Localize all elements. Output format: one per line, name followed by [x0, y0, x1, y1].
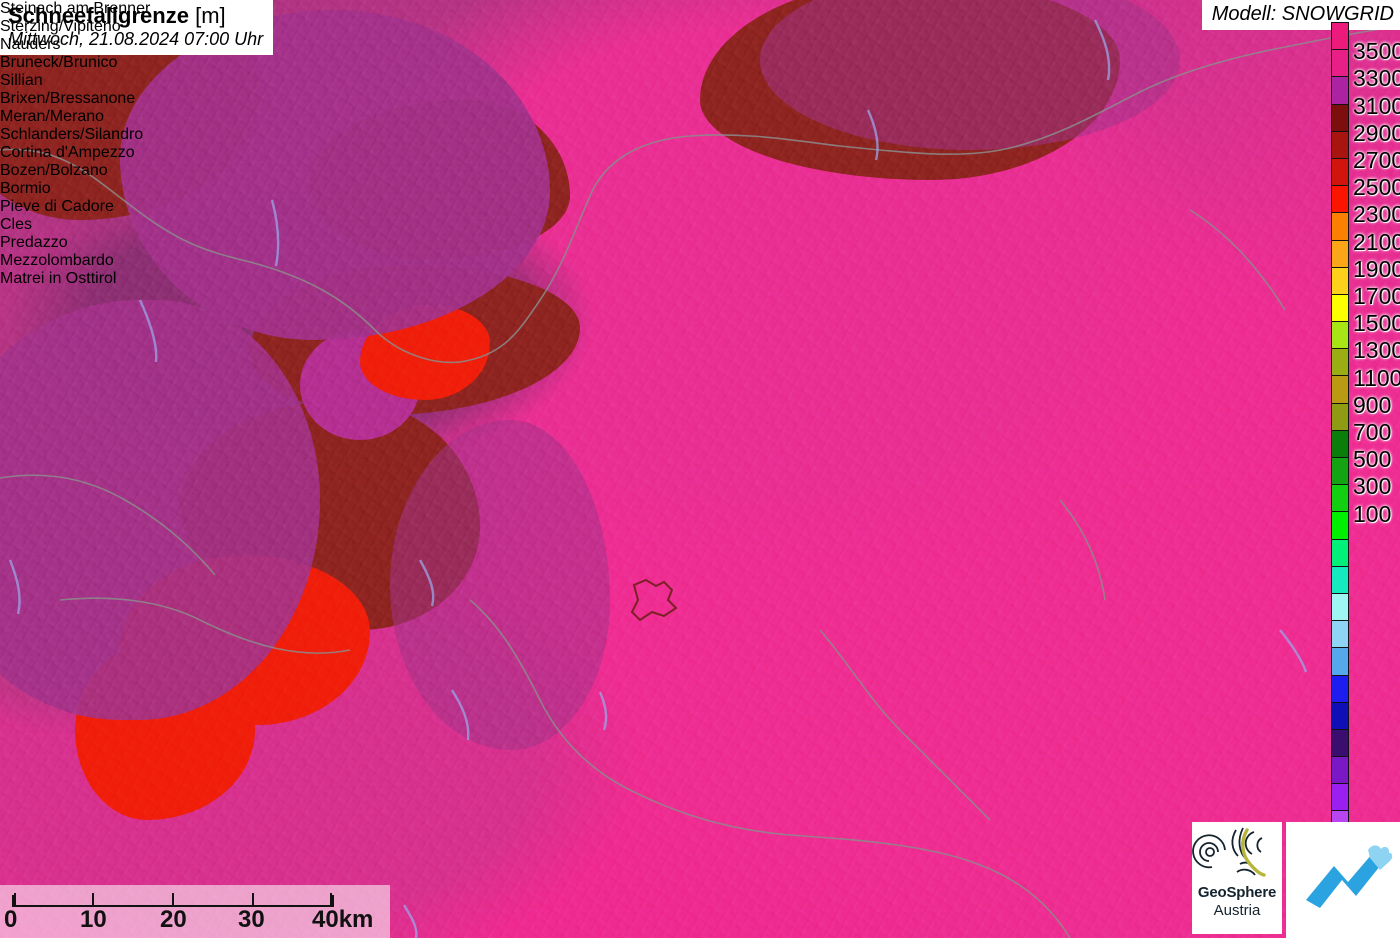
geosphere-austria-logo: GeoSphere Austria [1192, 822, 1282, 934]
legend-tick-label: 2900 [1353, 119, 1400, 146]
legend-tick-label: 2500 [1353, 174, 1400, 201]
legend-swatch [1331, 293, 1349, 322]
city-label: Matrei in Osttirol [0, 270, 117, 287]
scale-bar-labels: 0 10 20 30 40km [0, 905, 390, 935]
geosphere-swirl-icon [1192, 827, 1266, 877]
scale-label: 20 [160, 906, 187, 933]
legend-swatch [1331, 728, 1349, 757]
city-label: Bormio [0, 180, 51, 197]
city-label: Bozen/Bolzano [0, 162, 108, 179]
city-label: Nauders [0, 36, 61, 53]
city-label: Bruneck/Brunico [0, 54, 118, 71]
color-legend: 3500 3300 3100 2900 2700 2500 2300 2100 1900 1700… [1331, 22, 1400, 865]
legend-swatch [1331, 185, 1349, 213]
scale-label: 0 [4, 906, 18, 933]
legend-swatch [1331, 457, 1349, 485]
legend-swatch [1331, 756, 1349, 784]
city-label: Cortina d'Ampezzo [0, 144, 135, 161]
scale-label: 40km [312, 906, 374, 933]
city-label: Predazzo [0, 234, 68, 251]
city-label: Sterzing/Vipiteno [0, 18, 121, 35]
legend-swatch [1331, 375, 1349, 403]
legend-tick-label: 1100 [1353, 364, 1400, 391]
model-label: Modell: SNOWGRID [1211, 3, 1394, 25]
city-label: Schlanders/Silandro [0, 126, 144, 143]
legend-tick-label: 3300 [1353, 65, 1400, 92]
city-label: Meran/Merano [0, 108, 105, 125]
geosphere-logo-line1: GeoSphere [1197, 884, 1277, 901]
city-label: Cles [0, 216, 33, 233]
scale-label: 10 [80, 906, 107, 933]
legend-swatch [1331, 484, 1349, 512]
partner-logo [1286, 822, 1400, 938]
legend-swatch [1331, 103, 1349, 131]
legend-swatch [1331, 22, 1349, 50]
city-label: Pieve di Cadore [0, 198, 114, 215]
legend-tick-label: 1700 [1353, 283, 1400, 309]
legend-swatch [1331, 348, 1349, 376]
geosphere-logo-line2: Austria [1213, 902, 1261, 919]
city-label: Mezzolombardo [0, 252, 114, 269]
model-box: Modell: SNOWGRID [1201, 0, 1400, 30]
legend-tick-label: 3500 [1353, 38, 1400, 65]
legend-swatch [1331, 592, 1349, 621]
page-title: Schneefallgrenze [m] [8, 3, 263, 28]
legend-tick-label: 900 [1353, 391, 1392, 418]
legend-swatch [1331, 620, 1349, 648]
legend-swatch [1331, 266, 1349, 294]
legend-tick-label: 1300 [1353, 337, 1400, 364]
legend-swatch [1331, 130, 1349, 158]
scale-label: 30 [238, 906, 265, 933]
legend-tick-label: 1500 [1353, 310, 1400, 337]
legend-tick-label: 3100 [1353, 92, 1400, 119]
legend-swatch [1331, 783, 1349, 811]
legend-tick-label: 700 [1353, 419, 1392, 445]
legend-swatch [1331, 565, 1349, 593]
legend-swatch [1331, 239, 1349, 267]
legend-swatch [1331, 49, 1349, 77]
legend-tick-label: 300 [1353, 473, 1392, 500]
legend-swatch [1331, 212, 1349, 240]
city-label: Steinach am Brenner [0, 0, 151, 17]
legend-swatch [1331, 647, 1349, 675]
legend-swatch [1331, 321, 1349, 349]
legend-swatch [1331, 429, 1349, 457]
map-title-box: Schneefallgrenze [m] Mittwoch, 21.08.202… [0, 0, 274, 55]
legend-tick-label: 100 [1353, 500, 1392, 527]
legend-swatch [1331, 157, 1349, 186]
legend-swatch [1331, 402, 1349, 430]
legend-swatch [1331, 674, 1349, 702]
city-label: Brixen/Bressanone [0, 90, 136, 107]
parameter-unit: [m] [195, 3, 226, 28]
legend-tick-label: 1900 [1353, 255, 1400, 282]
legend-tick-label: 2300 [1353, 201, 1400, 228]
scale-bar-ruler [12, 893, 334, 907]
legend-swatch [1331, 511, 1349, 539]
scale-bar: 0 10 20 30 40km [0, 885, 390, 938]
parameter-name: Schneefallgrenze [8, 3, 189, 28]
legend-tick-label: 500 [1353, 446, 1392, 473]
legend-tick-label: 2700 [1353, 147, 1400, 173]
blue-mountain-arrow-icon [1306, 845, 1393, 908]
city-label: Sillian [0, 72, 43, 89]
legend-swatch [1331, 76, 1349, 104]
legend-tick-label: 2100 [1353, 228, 1400, 255]
valid-datetime: Mittwoch, 21.08.2024 07:00 Uhr [8, 29, 264, 49]
legend-swatch [1331, 538, 1349, 566]
legend-swatch [1331, 701, 1349, 729]
